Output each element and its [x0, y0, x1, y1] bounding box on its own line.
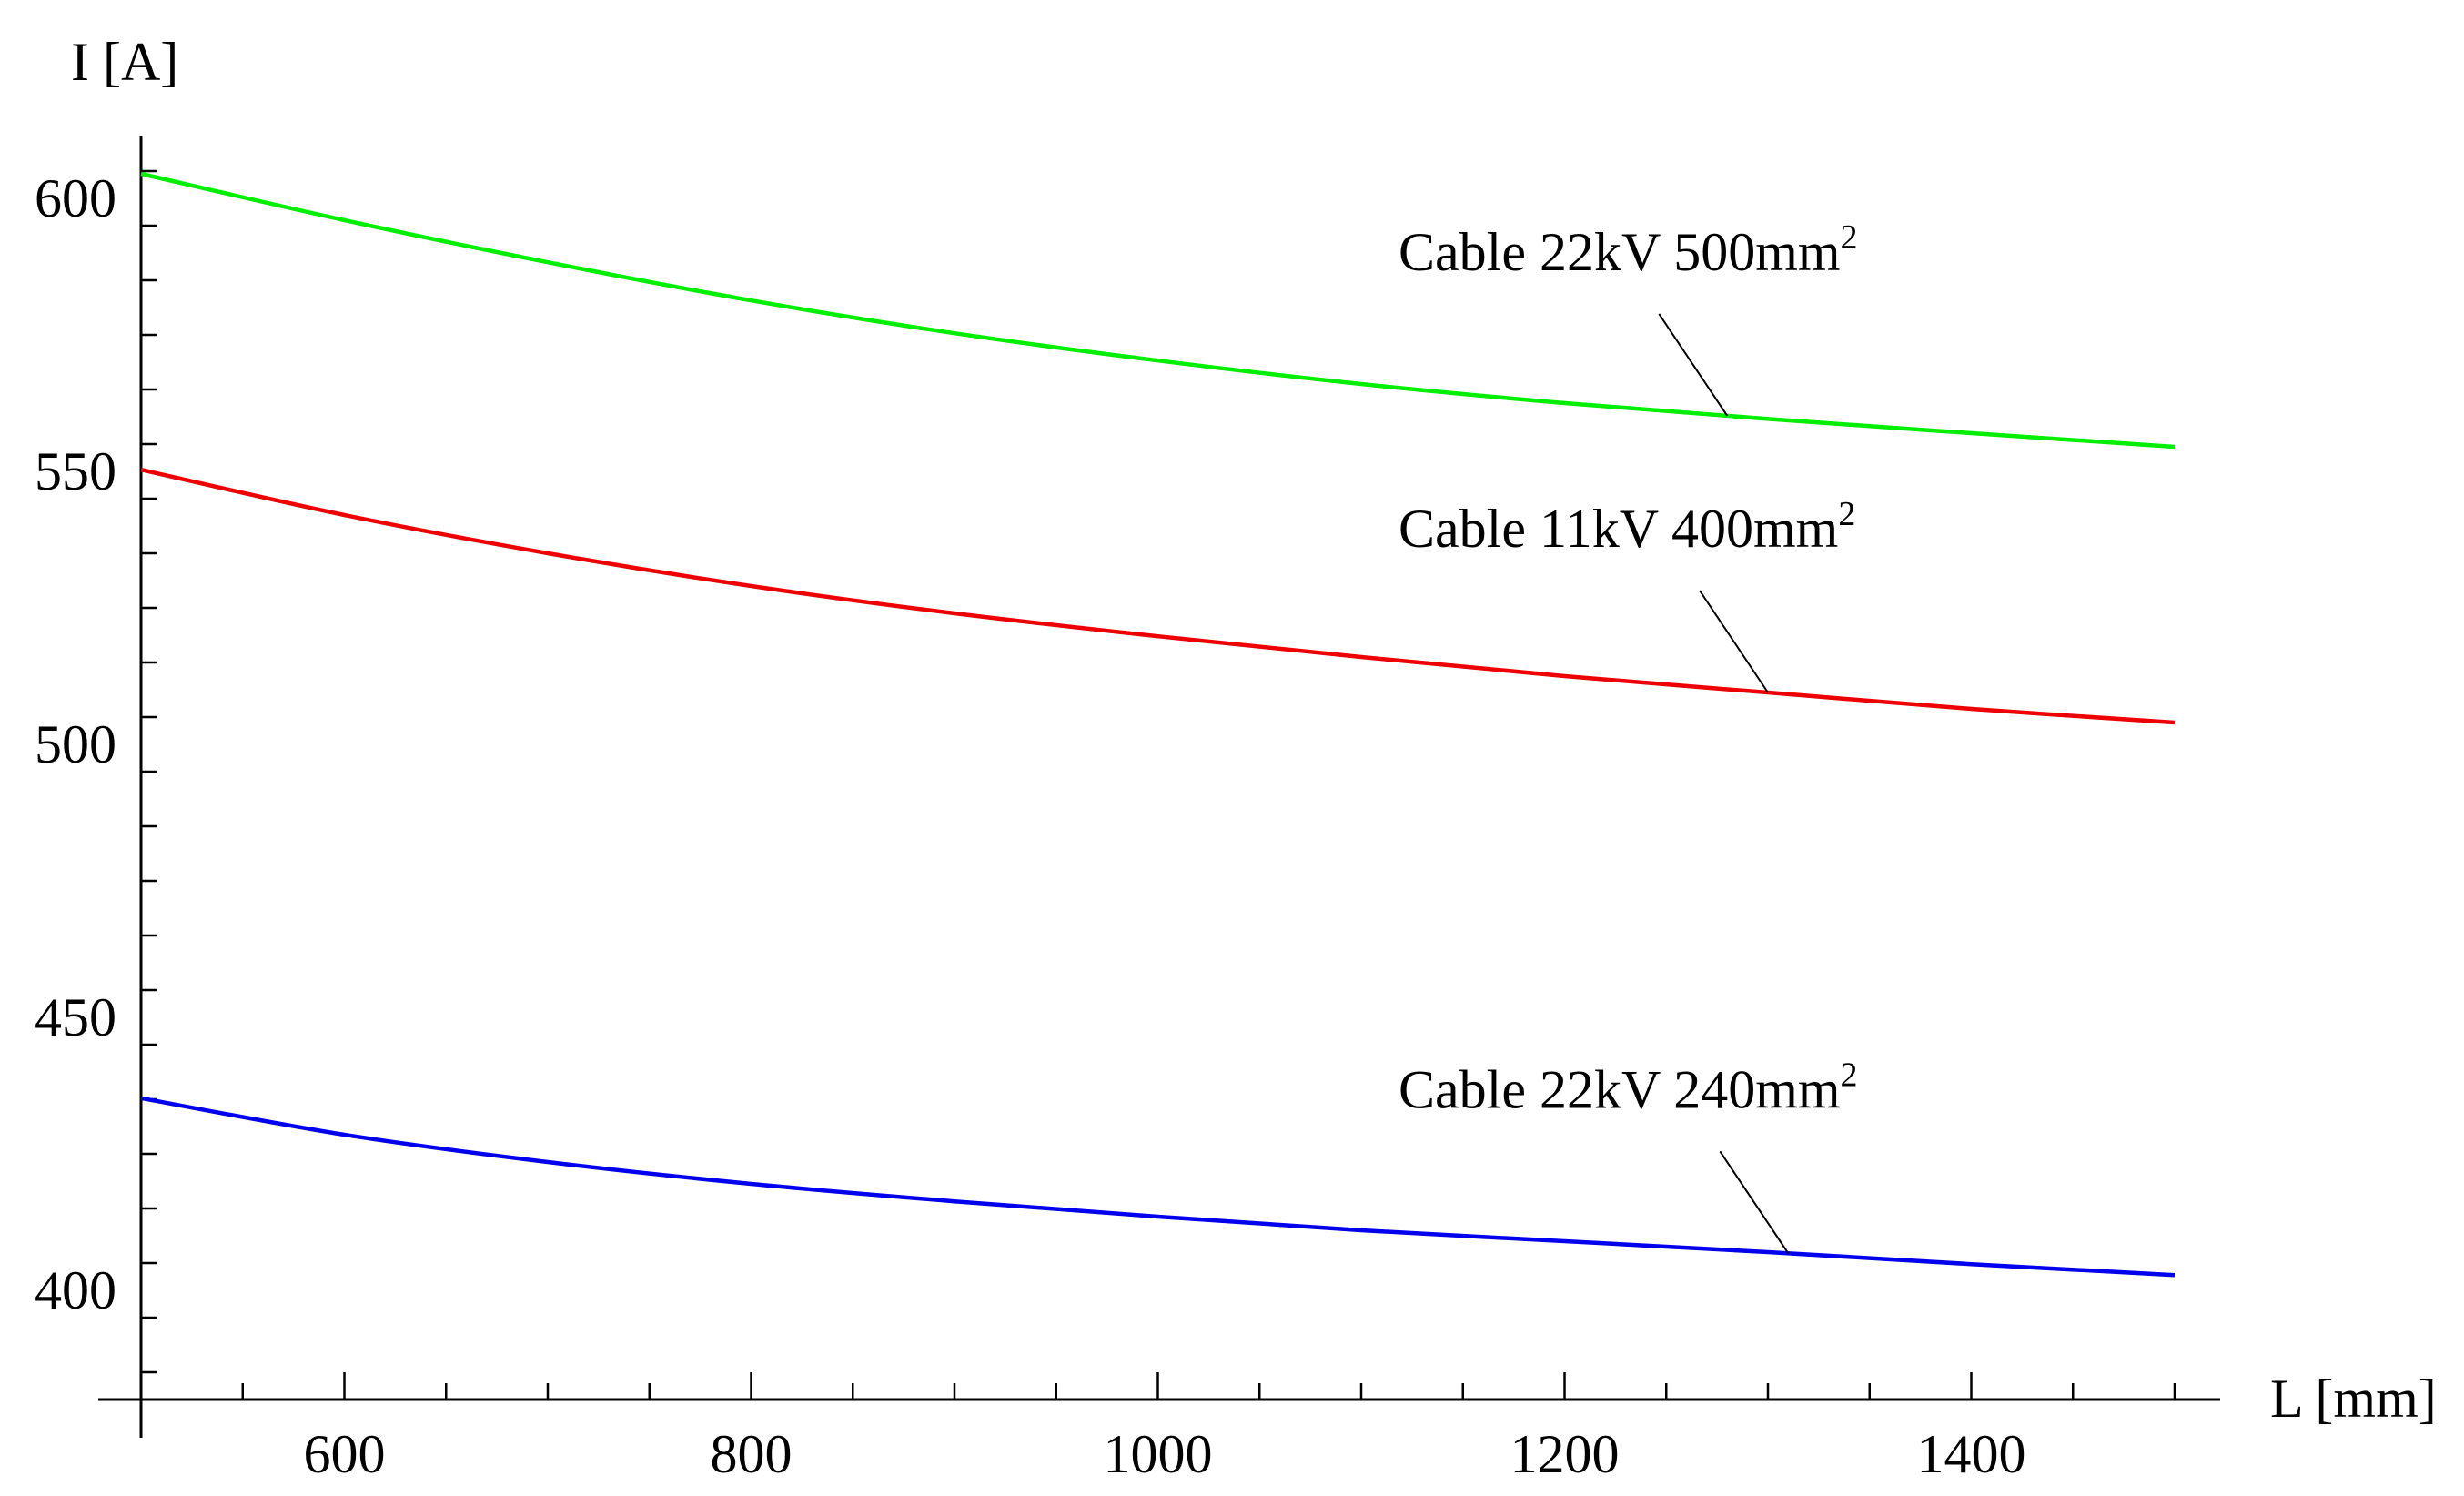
annotation-leader-line [1658, 313, 1729, 417]
x-axis-label: L [mm] [2270, 1369, 2437, 1429]
x-ticks: 600 800 1000 1200 1400 [241, 1372, 2176, 1484]
series-lines [140, 171, 2176, 1278]
y-tick-label: 550 [35, 441, 116, 501]
x-tick-label: 600 [304, 1424, 386, 1484]
series-label: Cable 22kV 240mm2 [1399, 1056, 1858, 1119]
series-line-1 [140, 171, 2176, 450]
series-annotations: Cable 22kV 500mm2 Cable 11kV 400mm2 Cable … [1399, 218, 1858, 1254]
annotation-leader-line [1699, 590, 1769, 693]
y-tick-label: 450 [35, 987, 116, 1047]
series-line-3 [140, 1096, 2176, 1278]
x-tick-label: 800 [711, 1424, 793, 1484]
series-label: Cable 22kV 500mm2 [1399, 218, 1858, 282]
axes: 600 800 1000 1200 1400 400 450 500 550 600 L [mm… [35, 32, 2437, 1484]
series-line-2 [140, 468, 2176, 725]
series-label: Cable 11kV 400mm2 [1399, 495, 1855, 559]
x-tick-label: 1000 [1104, 1424, 1213, 1484]
y-tick-label: 500 [35, 714, 116, 774]
x-tick-label: 1400 [1917, 1424, 2026, 1484]
y-axis-label: I [A] [71, 32, 178, 92]
x-tick-label: 1200 [1510, 1424, 1620, 1484]
y-tick-label: 600 [35, 168, 116, 228]
y-tick-label: 400 [35, 1260, 116, 1320]
annotation-leader-line [1719, 1150, 1790, 1254]
y-ticks: 400 450 500 550 600 [35, 168, 157, 1374]
